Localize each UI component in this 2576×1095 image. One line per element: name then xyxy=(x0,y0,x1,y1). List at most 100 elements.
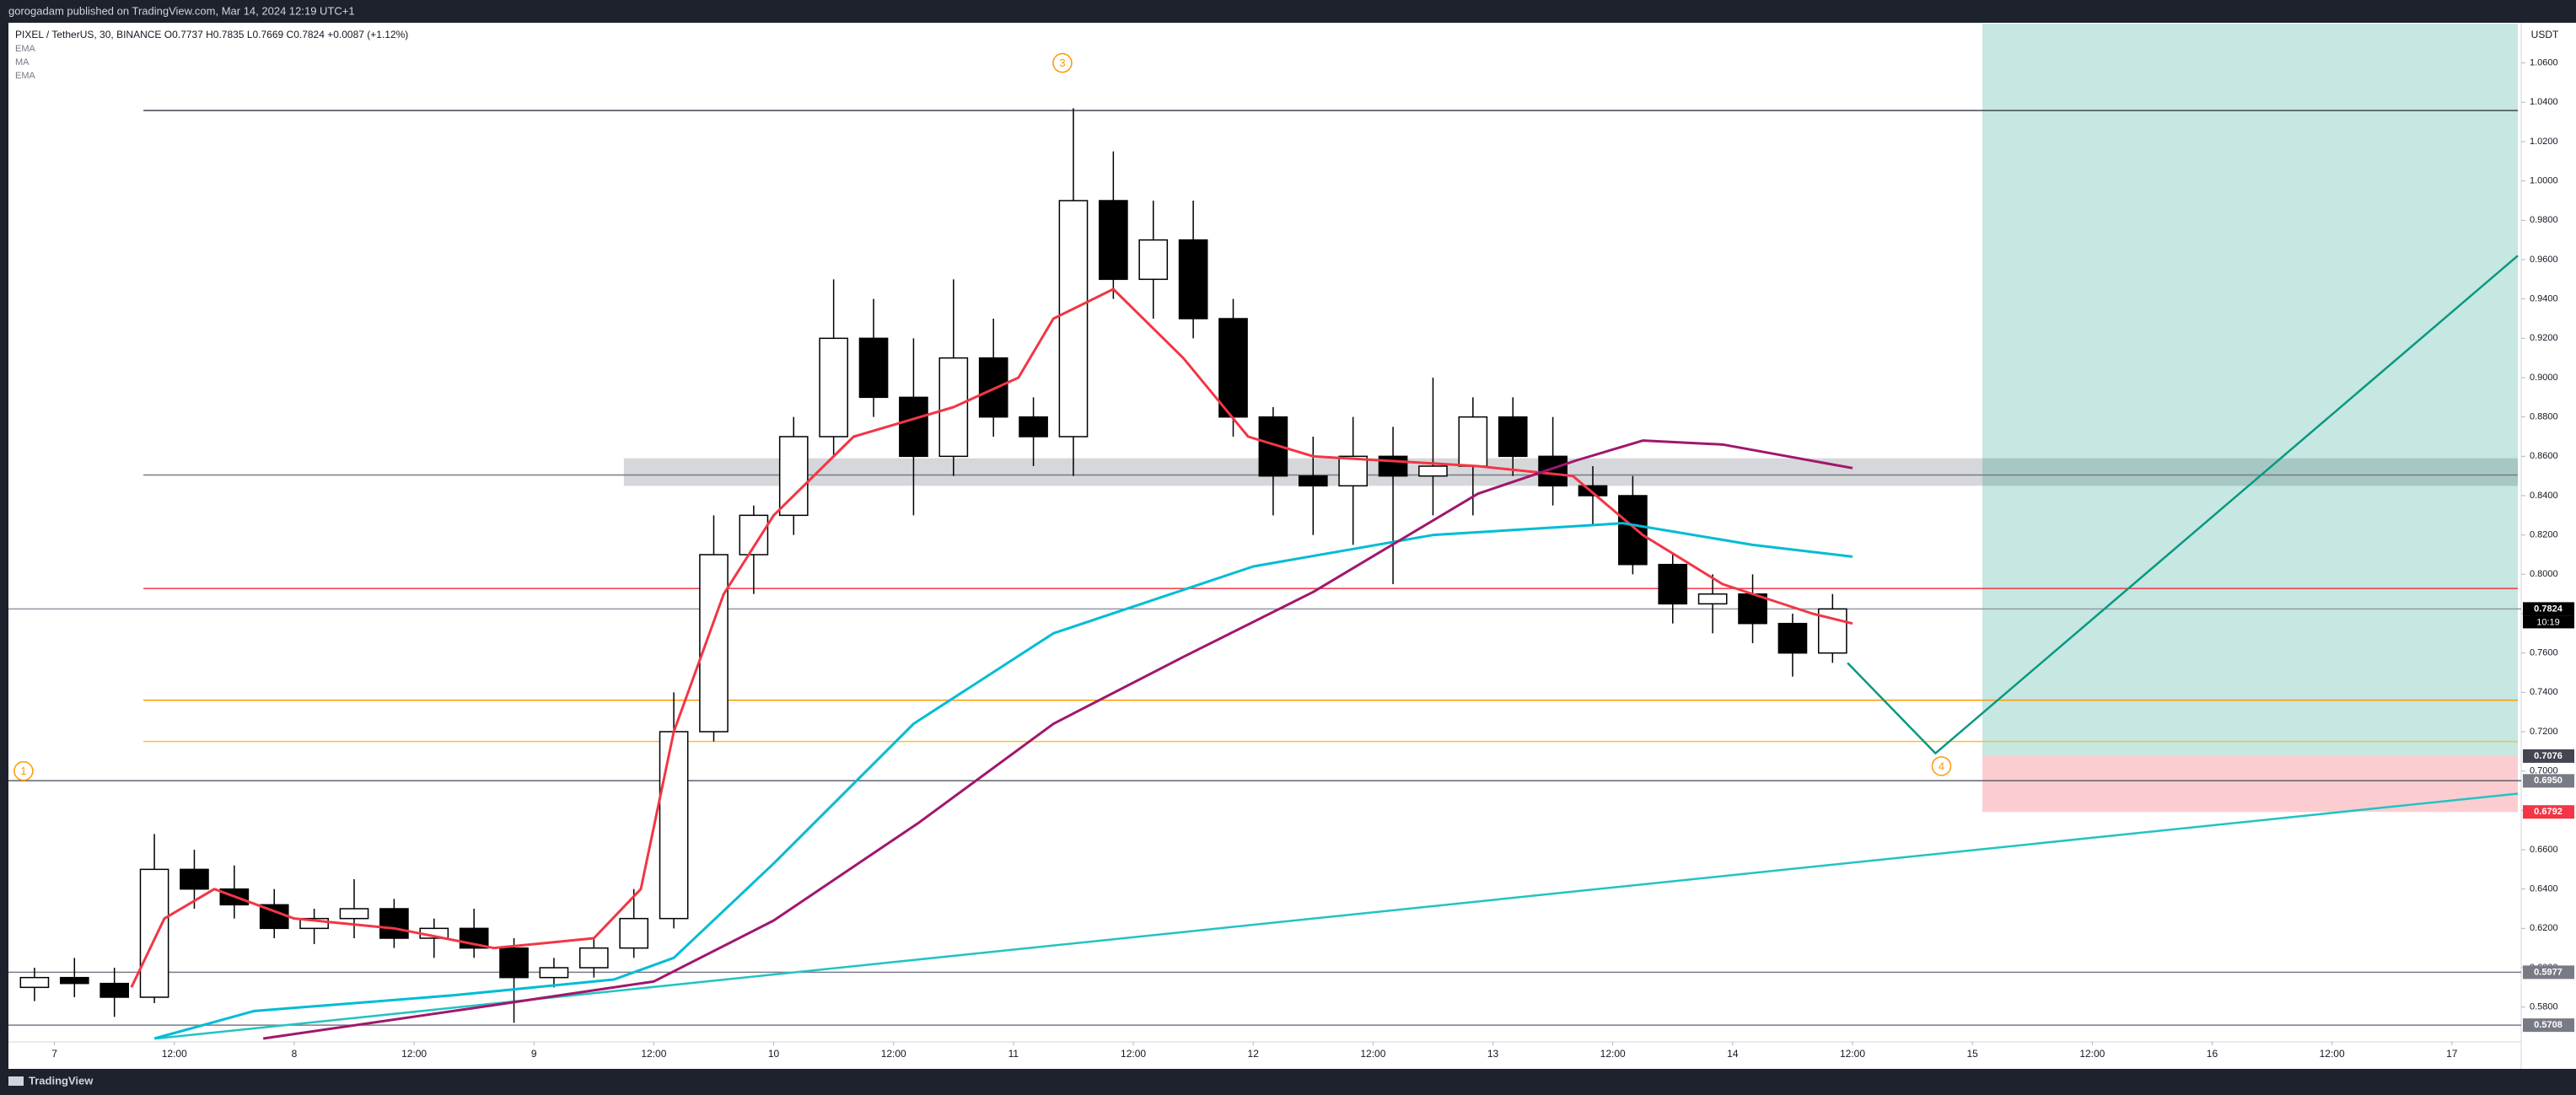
candle-body xyxy=(1058,200,1089,437)
candle-body xyxy=(379,908,409,939)
y-tick-label: 1.0200 xyxy=(2530,137,2558,147)
y-tick-label: 0.7600 xyxy=(2530,648,2558,658)
candle-body xyxy=(59,976,89,985)
indicator-line xyxy=(130,287,1853,988)
candle-body xyxy=(1418,465,1448,477)
candle-body xyxy=(1138,239,1169,281)
x-tick-label: 12:00 xyxy=(2079,1048,2105,1060)
price-label-box xyxy=(2523,805,2574,819)
x-tick-label: 12:00 xyxy=(881,1048,906,1060)
y-tick-label: 0.9800 xyxy=(2530,215,2558,225)
marker xyxy=(13,760,34,781)
y-tick-label: 0.9000 xyxy=(2530,373,2558,383)
candle-body xyxy=(539,967,569,979)
candle-body xyxy=(499,947,529,979)
candle-body xyxy=(99,982,130,998)
y-tick-label: 0.7000 xyxy=(2530,766,2558,776)
x-tick-label: 12:00 xyxy=(641,1048,666,1060)
candle-body xyxy=(1458,416,1488,467)
x-tick-label: 12:00 xyxy=(1600,1048,1626,1060)
candle-body xyxy=(1218,318,1248,418)
candle-body xyxy=(1697,593,1728,605)
price-label: 0.7076 xyxy=(2534,751,2563,761)
candle-body xyxy=(659,731,689,920)
publisher: gorogadam published on TradingView.com, … xyxy=(8,4,355,17)
x-tick-label: 8 xyxy=(292,1048,298,1060)
x-tick-label: 13 xyxy=(1487,1048,1499,1060)
x-tick-label: 16 xyxy=(2207,1048,2218,1060)
candle-body xyxy=(978,357,1008,418)
x-tick-label: 12:00 xyxy=(1121,1048,1146,1060)
y-tick-label: 0.7200 xyxy=(2530,727,2558,737)
candle-body xyxy=(139,868,169,998)
trend-line xyxy=(1847,255,2519,754)
symbol-line: PIXEL / TetherUS, 30, BINANCE O0.7737 H0… xyxy=(15,29,408,40)
price-axis xyxy=(2521,23,2576,1069)
candle-body xyxy=(858,337,889,399)
candle-body xyxy=(1658,563,1688,605)
unit: USDT xyxy=(2531,29,2559,40)
countdown-box xyxy=(2523,615,2574,629)
candle-body xyxy=(1338,455,1369,487)
x-tick-label: 12:00 xyxy=(2320,1048,2345,1060)
candle-body xyxy=(299,917,329,930)
candle-body xyxy=(259,904,289,930)
zone xyxy=(1982,755,2518,813)
candle-body xyxy=(1298,475,1328,487)
marker-label: 4 xyxy=(1939,760,1944,772)
price-label-box xyxy=(2523,749,2574,763)
candle-body xyxy=(578,947,609,969)
plot-area xyxy=(8,23,2521,1069)
x-tick-label: 7 xyxy=(51,1048,57,1060)
candle-body xyxy=(699,554,729,733)
candle-body xyxy=(778,436,809,517)
candle-body xyxy=(1099,200,1128,281)
candle-body xyxy=(1019,416,1048,437)
y-tick-label: 0.6600 xyxy=(2530,845,2558,855)
price-label: 0.5708 xyxy=(2534,1020,2563,1030)
y-tick-label: 0.8400 xyxy=(2530,491,2558,501)
price-label-box xyxy=(2523,1018,2574,1033)
marker-label: 1 xyxy=(20,765,26,777)
y-tick-label: 0.6400 xyxy=(2530,884,2558,894)
x-tick-label: 12 xyxy=(1248,1048,1260,1060)
x-tick-label: 15 xyxy=(1966,1048,1978,1060)
y-tick-label: 1.0600 xyxy=(2530,58,2558,68)
candle-body xyxy=(19,976,50,989)
x-tick-label: 14 xyxy=(1727,1048,1739,1060)
y-tick-label: 1.0000 xyxy=(2530,176,2558,186)
x-tick-label: 12:00 xyxy=(401,1048,427,1060)
candle-body xyxy=(1777,622,1808,654)
candle-body xyxy=(1618,495,1648,566)
x-tick-label: 12:00 xyxy=(162,1048,187,1060)
indicator: EMA xyxy=(15,44,36,54)
candle-body xyxy=(619,917,649,949)
brand: TradingView xyxy=(29,1074,94,1087)
candle-body xyxy=(819,337,848,437)
y-tick-label: 0.8000 xyxy=(2530,569,2558,579)
candle-body xyxy=(180,868,209,890)
indicator: MA xyxy=(15,57,30,67)
marker xyxy=(1931,756,1952,776)
y-tick-label: 0.5800 xyxy=(2530,1002,2558,1012)
indicator-line xyxy=(153,522,1853,1040)
y-tick-label: 0.7400 xyxy=(2530,687,2558,697)
x-tick-label: 10 xyxy=(768,1048,780,1060)
y-tick-label: 1.0400 xyxy=(2530,97,2558,107)
price-label: 0.7824 xyxy=(2534,604,2563,614)
x-tick-label: 17 xyxy=(2446,1048,2458,1060)
x-tick-label: 12:00 xyxy=(1840,1048,1865,1060)
candle-body xyxy=(899,396,928,458)
x-tick-label: 9 xyxy=(531,1048,537,1060)
candle-body xyxy=(1498,416,1528,458)
zone xyxy=(1982,24,2518,756)
x-tick-label: 11 xyxy=(1008,1048,1019,1060)
price-label: 0.6792 xyxy=(2534,807,2563,817)
countdown: 10:19 xyxy=(2536,617,2560,627)
y-tick-label: 0.6200 xyxy=(2530,923,2558,933)
y-tick-label: 0.8800 xyxy=(2530,412,2558,422)
y-tick-label: 0.9600 xyxy=(2530,255,2558,265)
marker xyxy=(1052,52,1073,73)
